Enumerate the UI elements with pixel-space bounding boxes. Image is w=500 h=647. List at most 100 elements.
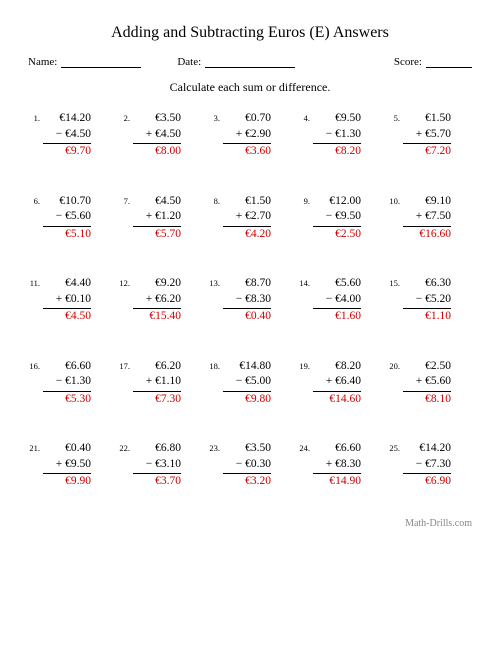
operand-bottom: − €5.20: [403, 292, 451, 310]
problem-number: 22.: [118, 441, 130, 453]
problem: 11.€4.40+ €0.10€4.50: [28, 276, 112, 325]
operand-top: €8.70: [223, 276, 271, 292]
problem-stack: €3.50+ €4.50€8.00: [133, 111, 181, 160]
score-blank[interactable]: [426, 56, 472, 68]
operand-bottom: + €7.50: [403, 209, 451, 227]
operand-top: €2.50: [403, 359, 451, 375]
problem: 10.€9.10+ €7.50€16.60: [388, 194, 472, 243]
problem-number: 3.: [208, 111, 220, 123]
answer: €9.80: [223, 392, 271, 408]
operand-bottom: − €8.30: [223, 292, 271, 310]
operand-bottom: − €0.30: [223, 457, 271, 475]
header-row: Name: Date: Score:: [28, 56, 472, 68]
problem-number: 9.: [298, 194, 310, 206]
problem: 1.€14.20− €4.50€9.70: [28, 111, 112, 160]
answer: €9.70: [43, 144, 91, 160]
operand-bottom: − €9.50: [313, 209, 361, 227]
answer: €5.10: [43, 227, 91, 243]
problem-number: 18.: [208, 359, 220, 371]
operand-top: €6.60: [43, 359, 91, 375]
operand-bottom: + €1.10: [133, 374, 181, 392]
operand-bottom: − €7.30: [403, 457, 451, 475]
problem: 7.€4.50+ €1.20€5.70: [118, 194, 202, 243]
problem-stack: €6.60− €1.30€5.30: [43, 359, 91, 408]
answer: €3.20: [223, 474, 271, 490]
problem: 3.€0.70+ €2.90€3.60: [208, 111, 292, 160]
problem-number: 2.: [118, 111, 130, 123]
problem-stack: €10.70− €5.60€5.10: [43, 194, 91, 243]
operand-top: €14.80: [223, 359, 271, 375]
problem: 9.€12.00− €9.50€2.50: [298, 194, 382, 243]
problem: 25.€14.20− €7.30€6.90: [388, 441, 472, 490]
answer: €9.90: [43, 474, 91, 490]
operand-top: €5.60: [313, 276, 361, 292]
operand-top: €0.40: [43, 441, 91, 457]
footer-text: Math-Drills.com: [28, 518, 472, 529]
problem-number: 11.: [28, 276, 40, 288]
problem-number: 21.: [28, 441, 40, 453]
problem-number: 5.: [388, 111, 400, 123]
problem-number: 14.: [298, 276, 310, 288]
operand-bottom: + €5.60: [403, 374, 451, 392]
problem-number: 7.: [118, 194, 130, 206]
problem: 15.€6.30− €5.20€1.10: [388, 276, 472, 325]
operand-top: €1.50: [223, 194, 271, 210]
problem-stack: €6.80− €3.10€3.70: [133, 441, 181, 490]
problem-number: 6.: [28, 194, 40, 206]
answer: €8.00: [133, 144, 181, 160]
problem-stack: €12.00− €9.50€2.50: [313, 194, 361, 243]
problem-number: 1.: [28, 111, 40, 123]
problem-number: 10.: [388, 194, 400, 206]
operand-top: €9.10: [403, 194, 451, 210]
problem-stack: €4.50+ €1.20€5.70: [133, 194, 181, 243]
problem-stack: €14.20− €4.50€9.70: [43, 111, 91, 160]
problem-stack: €9.10+ €7.50€16.60: [403, 194, 451, 243]
problem-number: 23.: [208, 441, 220, 453]
problem: 19.€8.20+ €6.40€14.60: [298, 359, 382, 408]
problem-stack: €2.50+ €5.60€8.10: [403, 359, 451, 408]
problem-number: 8.: [208, 194, 220, 206]
operand-bottom: + €9.50: [43, 457, 91, 475]
answer: €14.90: [313, 474, 361, 490]
problem: 5.€1.50+ €5.70€7.20: [388, 111, 472, 160]
operand-top: €9.50: [313, 111, 361, 127]
operand-top: €1.50: [403, 111, 451, 127]
problem: 2.€3.50+ €4.50€8.00: [118, 111, 202, 160]
problem-number: 4.: [298, 111, 310, 123]
operand-bottom: − €4.50: [43, 127, 91, 145]
operand-top: €6.80: [133, 441, 181, 457]
problem: 24.€6.60+ €8.30€14.90: [298, 441, 382, 490]
answer: €8.10: [403, 392, 451, 408]
problem-stack: €6.20+ €1.10€7.30: [133, 359, 181, 408]
problem-stack: €1.50+ €2.70€4.20: [223, 194, 271, 243]
problem: 23.€3.50− €0.30€3.20: [208, 441, 292, 490]
score-label: Score:: [394, 56, 422, 68]
answer: €5.30: [43, 392, 91, 408]
operand-bottom: − €4.00: [313, 292, 361, 310]
problem-stack: €0.40+ €9.50€9.90: [43, 441, 91, 490]
page-title: Adding and Subtracting Euros (E) Answers: [28, 24, 472, 42]
name-blank[interactable]: [61, 56, 141, 68]
operand-bottom: + €1.20: [133, 209, 181, 227]
problem-number: 17.: [118, 359, 130, 371]
answer: €2.50: [313, 227, 361, 243]
date-blank[interactable]: [205, 56, 295, 68]
answer: €1.10: [403, 309, 451, 325]
answer: €5.70: [133, 227, 181, 243]
problem: 17.€6.20+ €1.10€7.30: [118, 359, 202, 408]
answer: €14.60: [313, 392, 361, 408]
problem: 14.€5.60− €4.00€1.60: [298, 276, 382, 325]
operand-bottom: − €3.10: [133, 457, 181, 475]
date-label: Date:: [177, 56, 201, 68]
problem-stack: €3.50− €0.30€3.20: [223, 441, 271, 490]
operand-bottom: + €6.20: [133, 292, 181, 310]
answer: €3.70: [133, 474, 181, 490]
problem-stack: €4.40+ €0.10€4.50: [43, 276, 91, 325]
operand-top: €9.20: [133, 276, 181, 292]
operand-bottom: − €1.30: [43, 374, 91, 392]
operand-bottom: + €5.70: [403, 127, 451, 145]
problem-stack: €6.60+ €8.30€14.90: [313, 441, 361, 490]
answer: €4.20: [223, 227, 271, 243]
operand-top: €12.00: [313, 194, 361, 210]
problem: 18.€14.80− €5.00€9.80: [208, 359, 292, 408]
